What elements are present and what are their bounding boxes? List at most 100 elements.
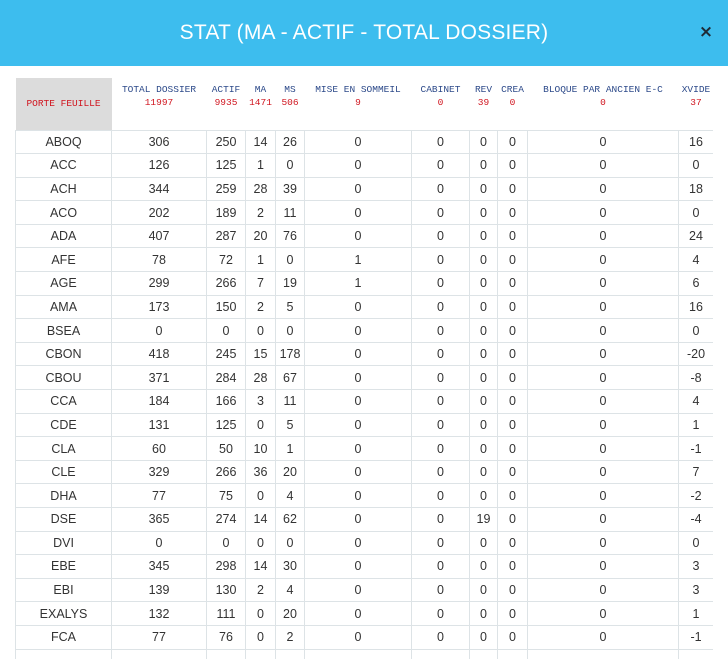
table-cell: 345 bbox=[111, 554, 207, 579]
table-cell: 0 bbox=[245, 624, 276, 650]
column-header: TOTAL DOSSIER 11997 bbox=[112, 78, 207, 130]
table-row: DSE 365 274 14 62 0 0 19 0 0 -4 bbox=[15, 507, 713, 532]
table-cell: 0 bbox=[411, 624, 470, 650]
table-cell: 0 bbox=[527, 153, 679, 178]
table-cell: 14 bbox=[245, 129, 276, 155]
table-cell: 0 bbox=[411, 507, 470, 532]
table-cell: 0 bbox=[527, 176, 679, 202]
column-header-label: MA bbox=[254, 84, 267, 95]
stats-table-container[interactable]: PORTE FEUILLE TOTAL DOSSIER 11997 ACTIF 993… bbox=[15, 78, 713, 659]
table-cell: 6 bbox=[678, 271, 713, 296]
table-cell: 19 bbox=[275, 271, 305, 296]
table-cell: 202 bbox=[111, 200, 207, 225]
table-cell: 4 bbox=[678, 389, 713, 414]
table-cell: 0 bbox=[497, 247, 528, 273]
table-cell: 76 bbox=[275, 223, 305, 249]
table-cell: 0 bbox=[527, 341, 679, 367]
table-cell: 0 bbox=[469, 365, 498, 391]
table-cell: 0 bbox=[304, 459, 412, 485]
table-cell: 0 bbox=[497, 365, 528, 391]
table-cell: 0 bbox=[411, 200, 470, 225]
portfolio-code-cell: CLA bbox=[15, 436, 112, 461]
table-cell: -1 bbox=[678, 624, 713, 650]
table-cell: 0 bbox=[469, 341, 498, 367]
table-cell: 184 bbox=[111, 389, 207, 414]
column-header-label: CABINET bbox=[420, 84, 461, 95]
table-cell: 0 bbox=[411, 530, 470, 556]
table-cell: 0 bbox=[497, 200, 528, 225]
table-cell: 329 bbox=[111, 459, 207, 485]
table-cell bbox=[206, 648, 246, 659]
table-cell: 77 bbox=[111, 624, 207, 650]
table-cell: 0 bbox=[411, 271, 470, 296]
table-cell: 0 bbox=[469, 247, 498, 273]
table-cell bbox=[275, 648, 305, 659]
table-cell: -1 bbox=[678, 436, 713, 461]
portfolio-code-cell: AFE bbox=[15, 247, 112, 273]
table-cell: 0 bbox=[304, 389, 412, 414]
table-cell: 0 bbox=[678, 153, 713, 178]
table-cell: 139 bbox=[111, 577, 207, 603]
table-cell: 5 bbox=[275, 294, 305, 320]
portfolio-code-cell: EXALYS bbox=[15, 601, 112, 626]
table-cell bbox=[245, 648, 276, 659]
portfolio-code-cell: DVI bbox=[15, 530, 112, 556]
table-cell: 2 bbox=[245, 294, 276, 320]
modal-title: STAT (MA - ACTIF - TOTAL DOSSIER) bbox=[179, 21, 549, 44]
table-cell: 0 bbox=[411, 129, 470, 155]
table-cell: 0 bbox=[527, 412, 679, 438]
table-cell: 0 bbox=[527, 507, 679, 532]
table-cell: 0 bbox=[411, 577, 470, 603]
table-cell: 0 bbox=[469, 577, 498, 603]
column-total: 0 bbox=[600, 97, 606, 108]
portfolio-code-cell: CCA bbox=[15, 389, 112, 414]
table-cell: 0 bbox=[497, 389, 528, 414]
table-cell: 3 bbox=[678, 554, 713, 579]
table-cell: 30 bbox=[275, 554, 305, 579]
table-cell: 0 bbox=[497, 153, 528, 178]
table-cell: 0 bbox=[304, 577, 412, 603]
table-cell: 189 bbox=[206, 200, 246, 225]
table-cell: 259 bbox=[206, 176, 246, 202]
table-cell: 1 bbox=[678, 601, 713, 626]
table-cell: 1 bbox=[678, 412, 713, 438]
portfolio-code-cell: ACC bbox=[15, 153, 112, 178]
table-cell: 0 bbox=[527, 436, 679, 461]
close-icon[interactable]: × bbox=[698, 22, 714, 42]
portfolio-code-cell bbox=[15, 648, 112, 659]
table-cell: 0 bbox=[304, 129, 412, 155]
column-header: CREA 0 bbox=[498, 78, 528, 130]
table-cell: 299 bbox=[111, 271, 207, 296]
table-cell: 20 bbox=[275, 459, 305, 485]
table-row: AGE 299 266 7 19 1 0 0 0 0 6 bbox=[15, 271, 713, 296]
table-cell: 1 bbox=[245, 247, 276, 273]
table-cell: 0 bbox=[527, 624, 679, 650]
column-header-label: TOTAL DOSSIER bbox=[121, 84, 197, 95]
table-cell: 0 bbox=[304, 554, 412, 579]
table-cell: 266 bbox=[206, 271, 246, 296]
table-cell: 0 bbox=[275, 153, 305, 178]
portfolio-code-cell: EBE bbox=[15, 554, 112, 579]
table-cell: 0 bbox=[527, 601, 679, 626]
table-cell: 19 bbox=[469, 507, 498, 532]
table-cell: 0 bbox=[527, 530, 679, 556]
column-header: MA 1471 bbox=[246, 78, 276, 130]
table-cell: 0 bbox=[469, 624, 498, 650]
table-cell: 0 bbox=[678, 200, 713, 225]
table-cell: 0 bbox=[527, 554, 679, 579]
table-cell: 0 bbox=[304, 601, 412, 626]
table-row: BSEA 0 0 0 0 0 0 0 0 0 0 bbox=[15, 318, 713, 343]
table-cell: 0 bbox=[245, 412, 276, 438]
table-cell: 0 bbox=[497, 601, 528, 626]
table-cell: 0 bbox=[527, 459, 679, 485]
portfolio-code-cell: CLE bbox=[15, 459, 112, 485]
table-cell: 0 bbox=[245, 601, 276, 626]
table-row: ADA 407 287 20 76 0 0 0 0 0 24 bbox=[15, 223, 713, 249]
column-header-label: BLOQUE PAR ANCIEN E-C bbox=[543, 84, 663, 95]
portfolio-code-cell: ACO bbox=[15, 200, 112, 225]
table-cell: 0 bbox=[245, 530, 276, 556]
column-header-label: REV bbox=[474, 84, 493, 95]
table-row: AMA 173 150 2 5 0 0 0 0 0 16 bbox=[15, 294, 713, 320]
table-cell: 7 bbox=[245, 271, 276, 296]
table-row: CBON 418 245 15 178 0 0 0 0 0 -20 bbox=[15, 341, 713, 367]
